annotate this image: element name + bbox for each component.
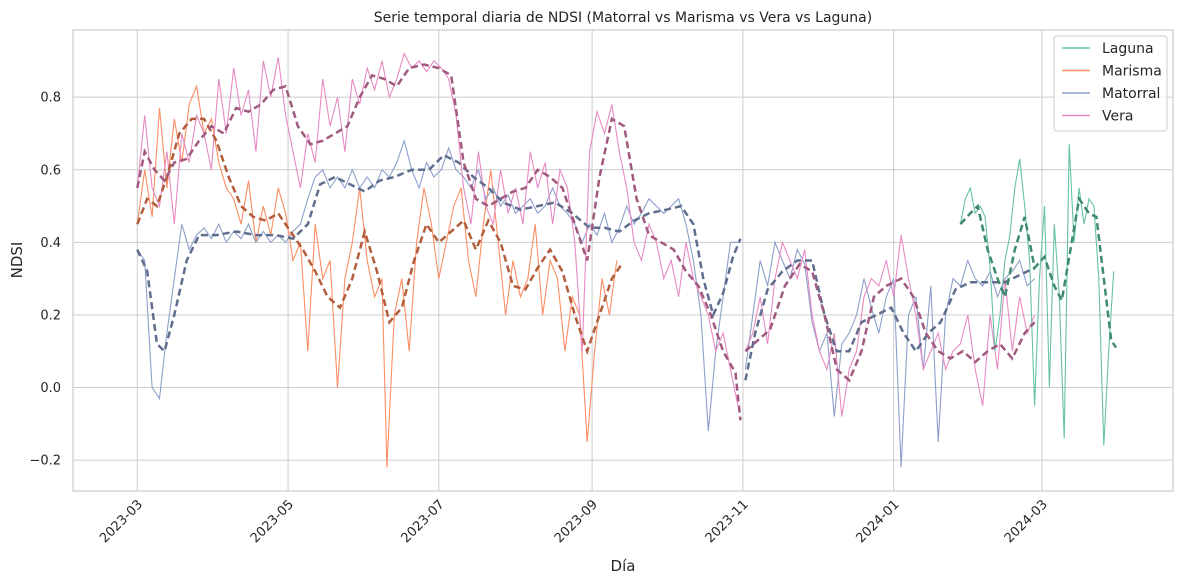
x-tick-label: 2024-01 <box>853 497 902 546</box>
x-tick-label: 2023-09 <box>552 497 601 546</box>
legend-label: Vera <box>1102 109 1133 125</box>
y-tick-label: −0.2 <box>29 454 61 469</box>
series-line-vera <box>136 52 739 406</box>
y-tick-label: 0.6 <box>40 163 61 178</box>
x-axis-label: Día <box>611 557 636 575</box>
smoothed-line-vera <box>136 63 742 421</box>
series-line-matorral <box>744 240 1035 468</box>
smoothed-line-laguna <box>959 195 1118 349</box>
series-line-vera <box>744 235 1036 417</box>
smoothed-line-marisma <box>136 117 623 356</box>
series-layer <box>136 52 1118 468</box>
y-tick-label: 0.2 <box>40 308 61 323</box>
x-tick-label: 2023-11 <box>703 497 752 546</box>
grid-lines <box>73 30 1173 491</box>
legend-box <box>1053 35 1168 132</box>
legend-label: Marisma <box>1102 64 1162 80</box>
smoothed-line-matorral <box>744 259 1036 381</box>
x-tick-label: 2023-05 <box>248 497 297 546</box>
chart-title: Serie temporal diaria de NDSI (Matorral … <box>374 10 872 26</box>
x-axis-ticks: 2023-03 2023-05 2023-07 2023-09 2023-11 2024-… <box>97 497 1051 546</box>
y-axis-ticks: −0.2 0.0 0.2 0.4 0.6 0.8 <box>29 91 61 469</box>
series-line-laguna <box>959 144 1115 446</box>
legend-label: Matorral <box>1102 86 1160 102</box>
series-line-marisma <box>136 84 618 468</box>
plot-frame <box>72 29 1174 492</box>
y-tick-label: 0.0 <box>40 381 61 396</box>
x-tick-label: 2023-07 <box>399 497 448 546</box>
x-tick-label: 2023-03 <box>97 497 146 546</box>
y-tick-label: 0.8 <box>40 91 61 106</box>
y-axis-label: NDSI <box>8 242 26 279</box>
smoothed-line-vera <box>744 262 1036 383</box>
smoothed-line-matorral <box>136 153 742 354</box>
legend-label: Laguna <box>1102 41 1154 57</box>
y-tick-label: 0.4 <box>40 236 61 251</box>
legend: Laguna Marisma Matorral Vera <box>1053 35 1168 132</box>
x-tick-label: 2024-03 <box>1002 497 1051 546</box>
